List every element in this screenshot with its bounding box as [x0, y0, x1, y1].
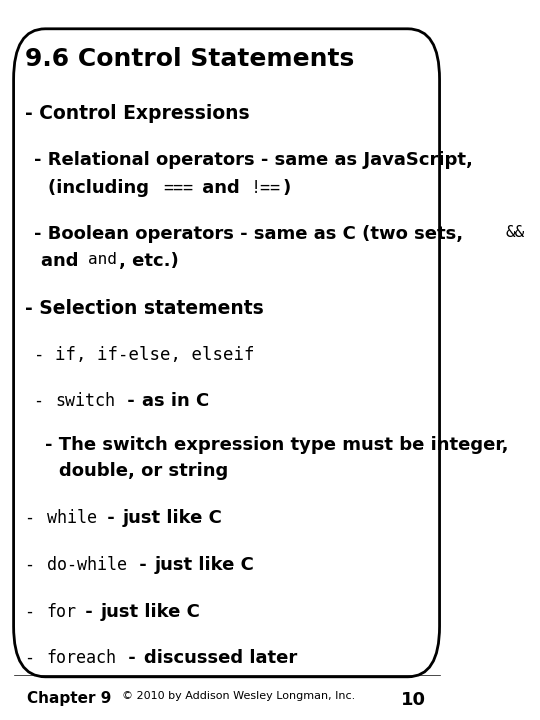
Text: ===: === — [164, 179, 194, 197]
Text: - The switch expression type must be integer,: - The switch expression type must be int… — [45, 436, 509, 454]
Text: , etc.): , etc.) — [119, 252, 179, 270]
Text: -: - — [25, 603, 45, 621]
Text: discussed later: discussed later — [144, 649, 298, 667]
Text: 10: 10 — [401, 691, 426, 709]
Text: foreach: foreach — [46, 649, 117, 667]
Text: double, or string: double, or string — [59, 462, 228, 480]
Text: (including: (including — [48, 179, 155, 197]
Text: 9.6 Control Statements: 9.6 Control Statements — [25, 47, 354, 71]
Text: and: and — [41, 252, 85, 270]
Text: -: - — [25, 509, 45, 527]
Text: just like C: just like C — [101, 603, 200, 621]
Text: and: and — [196, 179, 246, 197]
Text: - if, if-else, elseif: - if, if-else, elseif — [34, 346, 254, 364]
Text: -: - — [101, 509, 121, 527]
Text: while: while — [46, 509, 97, 527]
Text: -: - — [133, 556, 153, 574]
Text: -: - — [25, 556, 45, 574]
Text: &&: && — [505, 225, 525, 240]
Text: do-while: do-while — [46, 556, 126, 574]
FancyBboxPatch shape — [14, 29, 440, 677]
Text: Chapter 9: Chapter 9 — [27, 691, 112, 706]
Text: switch: switch — [56, 392, 116, 410]
Text: - Boolean operators - same as C (two sets,: - Boolean operators - same as C (two set… — [34, 225, 469, 243]
Text: © 2010 by Addison Wesley Longman, Inc.: © 2010 by Addison Wesley Longman, Inc. — [123, 691, 356, 701]
Text: -: - — [123, 649, 143, 667]
Text: just like C: just like C — [123, 509, 222, 527]
Text: - Control Expressions: - Control Expressions — [25, 104, 249, 123]
Text: -: - — [120, 392, 140, 410]
Text: ): ) — [283, 179, 291, 197]
Text: just like C: just like C — [155, 556, 255, 574]
Text: - Selection statements: - Selection statements — [25, 299, 264, 318]
Text: for: for — [46, 603, 77, 621]
Text: -: - — [34, 392, 54, 410]
Text: -: - — [25, 649, 45, 667]
Text: as in C: as in C — [142, 392, 210, 410]
Text: - Relational operators - same as JavaScript,: - Relational operators - same as JavaScr… — [34, 151, 473, 169]
Text: -: - — [79, 603, 99, 621]
Text: !==: !== — [251, 179, 280, 197]
Text: and: and — [88, 252, 117, 267]
